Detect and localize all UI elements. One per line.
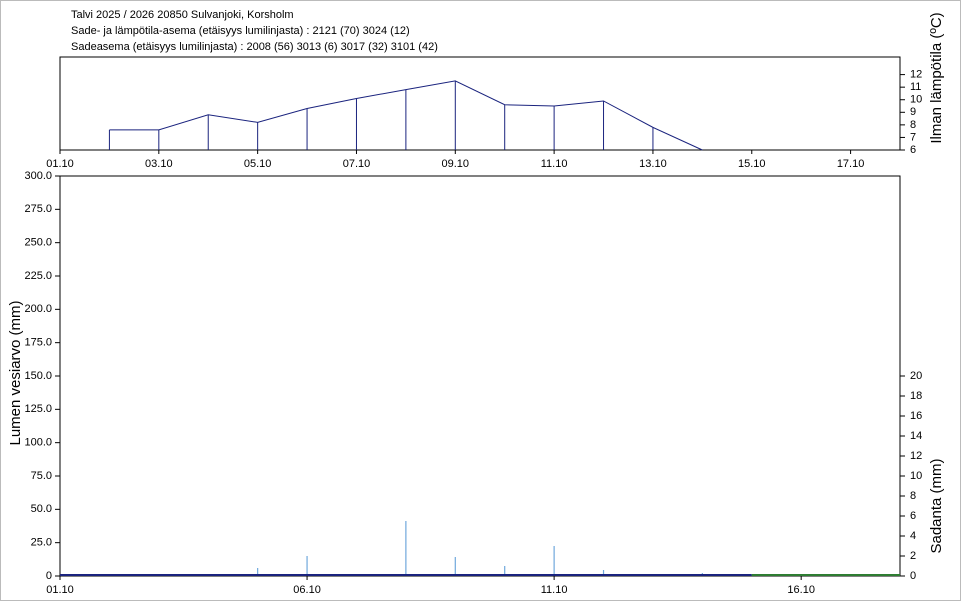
y-tick-label: 250.0 xyxy=(24,237,52,249)
y-tick-label: 9 xyxy=(910,106,916,118)
y-tick-label: 200.0 xyxy=(24,303,52,315)
y-tick-label: 7 xyxy=(910,131,916,143)
y-tick-label: 25.0 xyxy=(31,537,52,549)
y2-tick-label: 0 xyxy=(910,570,916,582)
y-tick-label: 125.0 xyxy=(24,403,52,415)
y2-axis-title: Sadanta (mm) xyxy=(928,458,945,553)
y-tick-label: 8 xyxy=(910,119,916,131)
x-tick-label: 11.10 xyxy=(541,158,568,170)
x-tick-label: 17.10 xyxy=(837,158,865,170)
y-tick-label: 10 xyxy=(910,94,922,106)
y2-tick-label: 6 xyxy=(910,510,916,522)
y-tick-label: 275.0 xyxy=(24,203,52,215)
x-tick-label: 07.10 xyxy=(343,158,371,170)
y2-tick-label: 12 xyxy=(910,450,922,462)
x-tick-label: 09.10 xyxy=(442,158,470,170)
x-tick-label: 15.10 xyxy=(738,158,766,170)
y-tick-label: 300.0 xyxy=(24,170,52,182)
y-tick-label: 225.0 xyxy=(24,270,52,282)
y2-tick-label: 20 xyxy=(910,370,922,382)
x-tick-label: 05.10 xyxy=(244,158,272,170)
y2-tick-label: 2 xyxy=(910,550,916,562)
y-tick-label: 50.0 xyxy=(31,503,52,515)
y2-tick-label: 10 xyxy=(910,470,922,482)
y-tick-label: 12 xyxy=(910,69,922,81)
header-line: Sade- ja lämpötila-asema (etäisyys lumil… xyxy=(71,25,410,37)
y-tick-label: 150.0 xyxy=(24,370,52,382)
x-tick-label: 13.10 xyxy=(639,158,667,170)
header-line: Sadeasema (etäisyys lumilinjasta) : 2008… xyxy=(71,41,438,53)
y2-tick-label: 4 xyxy=(910,530,916,542)
header-line: Talvi 2025 / 2026 20850 Sulvanjoki, Kors… xyxy=(71,9,294,21)
y2-tick-label: 14 xyxy=(910,430,922,442)
y2-tick-label: 8 xyxy=(910,490,916,502)
x-tick-label: 03.10 xyxy=(145,158,173,170)
temperature-line xyxy=(109,80,703,151)
x-tick-label: 01.10 xyxy=(46,584,74,596)
y-tick-label: 75.0 xyxy=(31,470,52,482)
x-tick-label: 06.10 xyxy=(293,584,321,596)
y-tick-label: 11 xyxy=(910,81,921,93)
plot-frame xyxy=(59,56,901,151)
x-tick-label: 11.10 xyxy=(541,584,568,596)
y-tick-label: 6 xyxy=(910,144,916,156)
y2-tick-label: 18 xyxy=(910,390,922,402)
y-tick-label: 0 xyxy=(46,570,52,582)
y-axis-title: Lumen vesiarvo (mm) xyxy=(7,300,24,445)
y-tick-label: 175.0 xyxy=(24,337,52,349)
x-tick-label: 16.10 xyxy=(787,584,815,596)
y-tick-label: 100.0 xyxy=(24,437,52,449)
x-tick-label: 01.10 xyxy=(46,158,74,170)
y2-tick-label: 16 xyxy=(910,410,922,422)
y-axis-title: Ilman lämpötila (ºC) xyxy=(928,12,945,143)
